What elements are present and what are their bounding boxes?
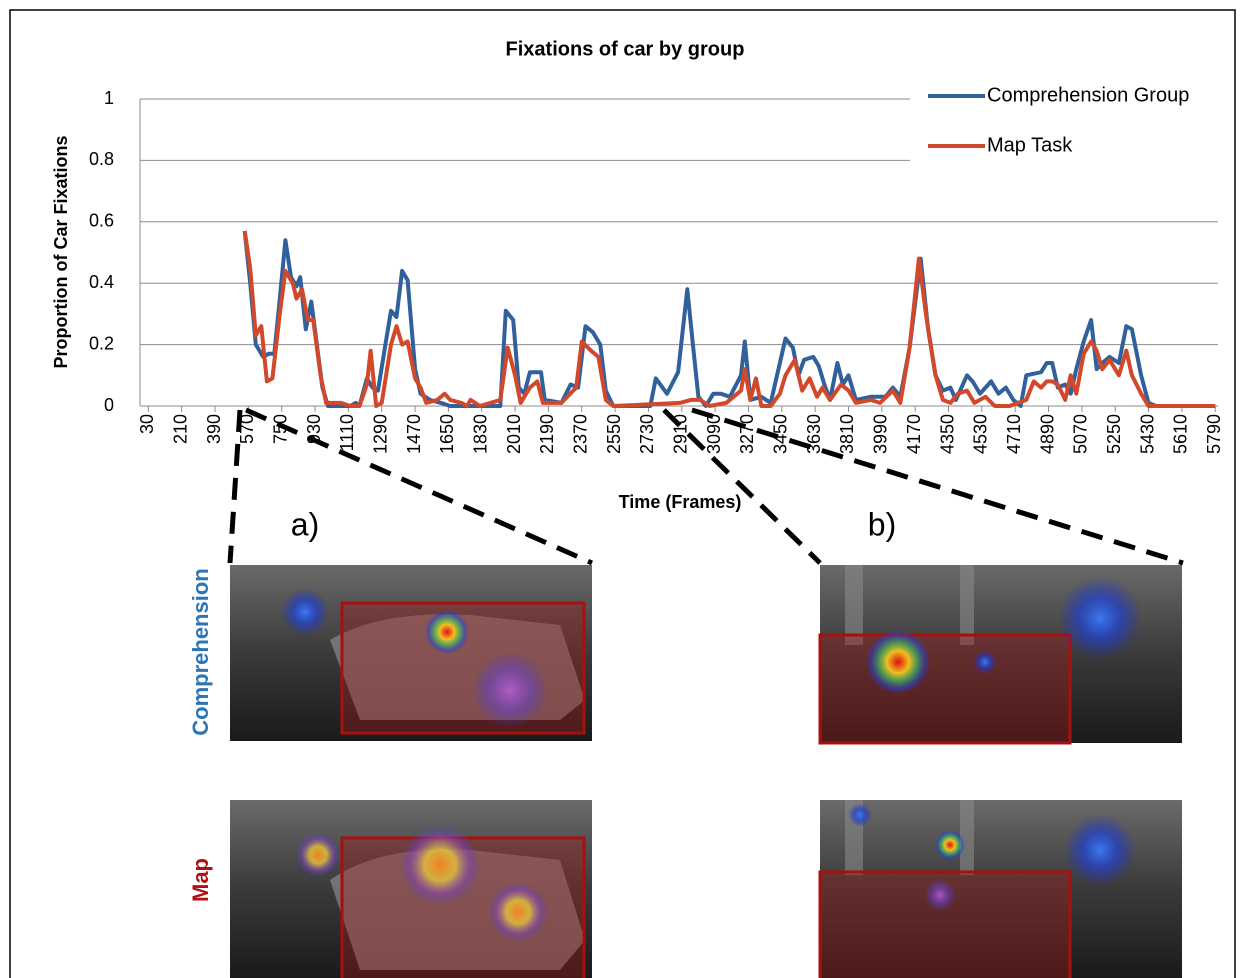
image-a-map (230, 800, 592, 978)
x-tick-label: 2010 (504, 414, 524, 454)
panel-label: a) (291, 506, 319, 542)
zoom-lines (227, 407, 1184, 566)
heatmap-images (230, 565, 1182, 978)
x-tick-label: 4350 (937, 414, 957, 454)
y-axis-title: Proportion of Car Fixations (51, 135, 71, 368)
x-tick-label: 750 (270, 414, 290, 444)
x-tick-label: 4890 (1037, 414, 1057, 454)
x-tick-label: 3810 (837, 414, 857, 454)
x-tick-label: 4710 (1004, 414, 1024, 454)
x-tick-label: 2190 (537, 414, 557, 454)
chart-title: Fixations of car by group (506, 38, 745, 60)
x-tick-label: 4170 (904, 414, 924, 454)
legend-label: Comprehension Group (987, 84, 1189, 106)
x-axis-title: Time (Frames) (619, 492, 742, 512)
x-tick-label: 5610 (1171, 414, 1191, 454)
x-tick-label: 5790 (1204, 414, 1224, 454)
y-tick-label: 1 (104, 88, 114, 108)
x-tick-label: 3450 (771, 414, 791, 454)
x-tick-label: 4530 (971, 414, 991, 454)
x-tick-label: 390 (204, 414, 224, 444)
x-tick-label: 1470 (404, 414, 424, 454)
y-tick-label: 0.8 (89, 149, 114, 169)
legend-label: Map Task (987, 134, 1073, 156)
y-tick-label: 0.4 (89, 272, 114, 292)
row-label: Map (188, 858, 213, 902)
panel-label: b) (868, 506, 896, 542)
x-tick-label: 3090 (704, 414, 724, 454)
x-tick-label: 3990 (871, 414, 891, 454)
x-tick-label: 2730 (637, 414, 657, 454)
y-tick-label: 0 (104, 395, 114, 415)
x-tick-label: 2370 (571, 414, 591, 454)
x-tick-label: 1290 (370, 414, 390, 454)
row-label: Comprehension (188, 568, 213, 735)
x-tick-label: 2550 (604, 414, 624, 454)
x-tick-label: 5250 (1104, 414, 1124, 454)
x-tick-label: 210 (170, 414, 190, 444)
x-tick-label: 570 (237, 414, 257, 444)
y-tick-label: 0.6 (89, 211, 114, 231)
x-tick-label: 3270 (737, 414, 757, 454)
x-tick-label: 1650 (437, 414, 457, 454)
image-b-map (818, 800, 1182, 978)
image-b-comprehension (818, 565, 1182, 745)
data-line (242, 230, 1216, 408)
frame (9, 9, 1236, 978)
y-tick-label: 0.2 (89, 333, 114, 353)
x-tick-label: 1830 (470, 414, 490, 454)
legend-box (910, 72, 1232, 172)
x-tick-label: 5070 (1071, 414, 1091, 454)
x-tick-label: 1110 (337, 414, 357, 451)
x-tick-label: 30 (137, 414, 157, 434)
x-tick-label: 5430 (1137, 414, 1157, 454)
image-a-comprehension (230, 565, 592, 741)
